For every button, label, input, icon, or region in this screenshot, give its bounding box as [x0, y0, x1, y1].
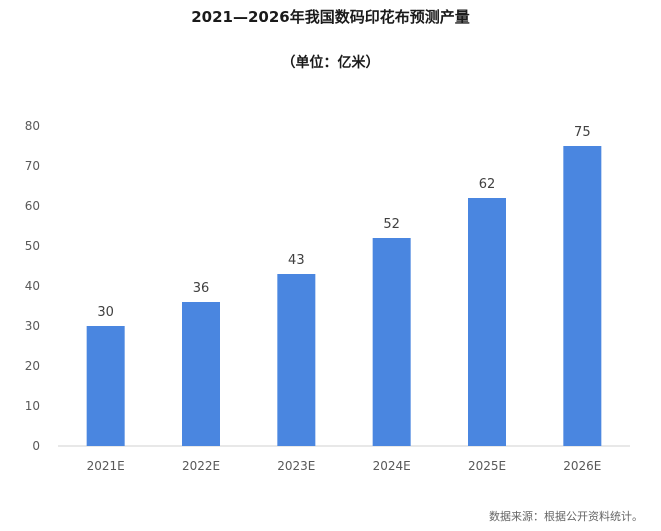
- bar: [468, 198, 506, 446]
- y-tick-label: 0: [32, 439, 40, 453]
- chart-title: 2021—2026年我国数码印花布预测产量: [191, 8, 470, 26]
- x-tick-label: 2026E: [563, 459, 601, 473]
- y-tick-label: 20: [25, 359, 40, 373]
- data-label: 52: [383, 217, 400, 232]
- data-label: 36: [193, 281, 210, 296]
- data-label: 43: [288, 253, 305, 268]
- data-label: 62: [479, 177, 496, 192]
- y-tick-label: 50: [25, 239, 40, 253]
- bar: [86, 326, 125, 446]
- x-tick-label: 2023E: [277, 459, 315, 473]
- y-tick-label: 30: [25, 319, 40, 333]
- y-tick-label: 40: [25, 279, 40, 293]
- y-tick-label: 70: [25, 159, 40, 173]
- bar: [563, 146, 602, 446]
- x-tick-label: 2022E: [182, 459, 220, 473]
- data-source-note: 数据来源：根据公开资料统计。: [489, 510, 643, 523]
- bar: [277, 274, 316, 446]
- x-tick-label: 2024E: [373, 459, 411, 473]
- data-label: 75: [574, 125, 591, 140]
- y-tick-label: 10: [25, 399, 40, 413]
- x-tick-label: 2021E: [87, 459, 125, 473]
- chart-subtitle: （单位：亿米）: [281, 55, 380, 71]
- y-tick-label: 60: [25, 199, 40, 213]
- y-tick-label: 80: [25, 119, 40, 133]
- bar: [372, 238, 411, 446]
- data-label: 30: [97, 305, 114, 320]
- x-tick-label: 2025E: [468, 459, 506, 473]
- bar: [182, 302, 220, 446]
